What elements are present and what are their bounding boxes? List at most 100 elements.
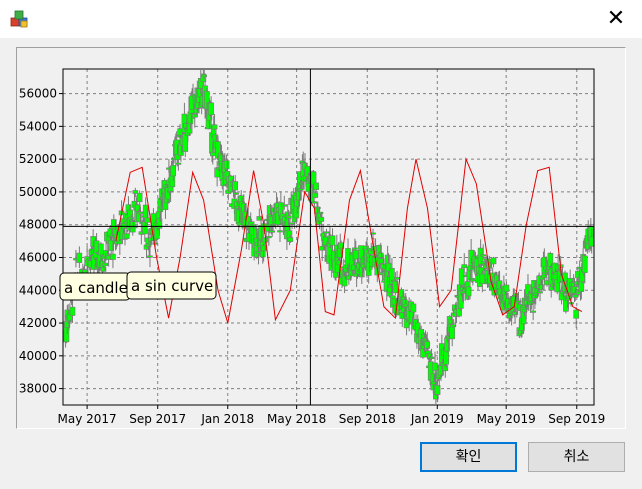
candle xyxy=(285,209,292,226)
candle xyxy=(76,246,83,268)
candle-body xyxy=(269,230,276,233)
candle xyxy=(136,190,143,213)
candle-body xyxy=(547,253,554,267)
candle-body xyxy=(588,236,595,247)
candle-tooltip-label: a candle xyxy=(64,279,128,297)
candle xyxy=(201,70,208,80)
ok-button[interactable]: 확인 xyxy=(420,442,517,472)
candle-body xyxy=(253,238,260,258)
candle xyxy=(465,286,472,300)
candle xyxy=(269,226,276,237)
candle xyxy=(530,301,536,321)
x-tick-label: Sep 2017 xyxy=(129,412,186,426)
candle-body xyxy=(201,74,208,78)
candle-body xyxy=(503,284,510,292)
candle-body xyxy=(285,215,292,219)
sin-series xyxy=(115,157,583,324)
candle xyxy=(132,187,139,197)
candle-body xyxy=(236,222,243,226)
candle-body xyxy=(110,253,116,260)
y-tick-label: 46000 xyxy=(19,250,57,264)
candle-body xyxy=(76,252,83,263)
candle xyxy=(341,269,348,294)
candle xyxy=(538,279,545,292)
candle-body xyxy=(410,303,417,313)
y-tick-label: 42000 xyxy=(19,316,57,330)
candle-body xyxy=(370,232,376,235)
candle-body xyxy=(352,247,358,250)
y-tick-label: 50000 xyxy=(19,185,57,199)
candle xyxy=(312,190,319,199)
candle-body xyxy=(123,233,130,239)
candle-body xyxy=(341,275,348,287)
candle-body xyxy=(424,341,431,349)
candle-body xyxy=(318,216,325,222)
cancel-button[interactable]: 취소 xyxy=(528,442,625,472)
candle-body xyxy=(281,204,288,207)
candle xyxy=(428,348,435,361)
candle-body xyxy=(277,230,283,233)
candle-body xyxy=(200,73,207,83)
candle-body xyxy=(480,254,487,257)
candle-body xyxy=(287,237,294,242)
candle-body xyxy=(174,153,181,161)
candle-body xyxy=(434,384,441,395)
candle-body xyxy=(349,252,356,272)
candle-body xyxy=(69,306,76,316)
candle-body xyxy=(389,267,395,285)
candle-body xyxy=(461,264,468,269)
candle-body xyxy=(490,257,497,265)
title-bar: ✕ xyxy=(0,0,642,38)
app-cubes-icon xyxy=(10,10,28,28)
candlestick-chart[interactable]: 38000 40000 42000 44000 46000 48000 50000 52000… xyxy=(0,0,642,440)
candle-body xyxy=(156,218,163,229)
candle-body xyxy=(313,182,319,190)
candle-body xyxy=(211,124,218,130)
candle-body xyxy=(520,311,527,325)
candle xyxy=(410,302,417,319)
candle-body xyxy=(394,277,400,280)
candle xyxy=(265,231,272,246)
candle xyxy=(102,254,108,272)
candle-body xyxy=(108,240,115,251)
sin-curve-line xyxy=(115,157,583,324)
candle-body xyxy=(170,165,177,177)
candle-body xyxy=(470,279,476,282)
candle-body xyxy=(98,243,104,256)
candle xyxy=(233,192,239,196)
candle-body xyxy=(442,365,449,372)
candle-body xyxy=(142,221,148,235)
candle-body xyxy=(450,324,456,328)
candle-body xyxy=(538,284,545,291)
candle-body xyxy=(523,307,530,310)
x-tick-label: May 2017 xyxy=(58,412,117,426)
candle xyxy=(144,207,151,225)
candle xyxy=(123,229,130,240)
candle-body xyxy=(233,192,239,195)
candle-body xyxy=(428,356,435,359)
y-tick-label: 38000 xyxy=(19,382,57,396)
candle xyxy=(461,253,468,274)
candle xyxy=(572,288,579,302)
candle xyxy=(277,225,283,243)
close-button[interactable]: ✕ xyxy=(606,6,626,31)
candle-body xyxy=(154,227,160,240)
candle xyxy=(323,228,330,234)
sin-tooltip: a sin curve xyxy=(126,271,217,300)
candle-body xyxy=(432,362,438,371)
candle xyxy=(256,208,263,221)
candle xyxy=(582,253,588,284)
candle-body xyxy=(137,211,144,215)
candle xyxy=(223,154,230,174)
candle xyxy=(146,232,152,256)
candle xyxy=(573,306,580,329)
candle xyxy=(450,323,456,328)
candle xyxy=(470,279,476,286)
candle-body xyxy=(100,266,107,272)
candle-body xyxy=(317,211,324,214)
candle-body xyxy=(132,190,139,194)
x-tick-label: Sep 2018 xyxy=(339,412,396,426)
x-tick-label: May 2019 xyxy=(477,412,536,426)
y-tick-label: 44000 xyxy=(19,283,57,297)
candle-body xyxy=(530,310,536,313)
